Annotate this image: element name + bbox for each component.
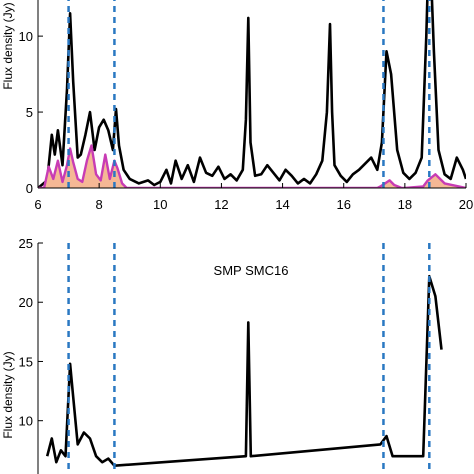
bottom-y-axis-label: Flux density (Jy) — [1, 351, 15, 438]
top-series-0-line — [38, 0, 466, 188]
bottom-y-tick-label: 20 — [19, 295, 33, 310]
bottom-y-tick-label: 25 — [19, 236, 33, 251]
top-y-tick-label: 10 — [19, 29, 33, 44]
top-x-tick-label: 18 — [398, 197, 412, 212]
source-annotation: SMP SMC16 — [214, 263, 289, 278]
top-x-tick-label: 12 — [214, 197, 228, 212]
bottom-y-tick-label: 10 — [19, 414, 33, 429]
top-series-1-line — [38, 144, 466, 188]
top-y-axis-label: Flux density (Jy) — [1, 2, 15, 89]
top-panel: 05101568101214161820 Flux density (Jy) — [1, 0, 473, 212]
top-x-tick-label: 14 — [275, 197, 289, 212]
top-x-tick-label: 20 — [459, 197, 473, 212]
top-y-tick-label: 0 — [26, 181, 33, 196]
top-x-tick-label: 8 — [96, 197, 103, 212]
top-y-tick-label: 5 — [26, 105, 33, 120]
top-series-1-area — [38, 145, 466, 188]
bottom-panel: 10 15 20 25 Flux density (Jy) SMP SMC16 — [1, 236, 443, 474]
top-x-tick-label: 16 — [336, 197, 350, 212]
top-x-tick-label: 6 — [34, 197, 41, 212]
bottom-y-tick-label: 15 — [19, 354, 33, 369]
top-x-tick-label: 10 — [153, 197, 167, 212]
bottom-series-0-line — [45, 274, 443, 467]
